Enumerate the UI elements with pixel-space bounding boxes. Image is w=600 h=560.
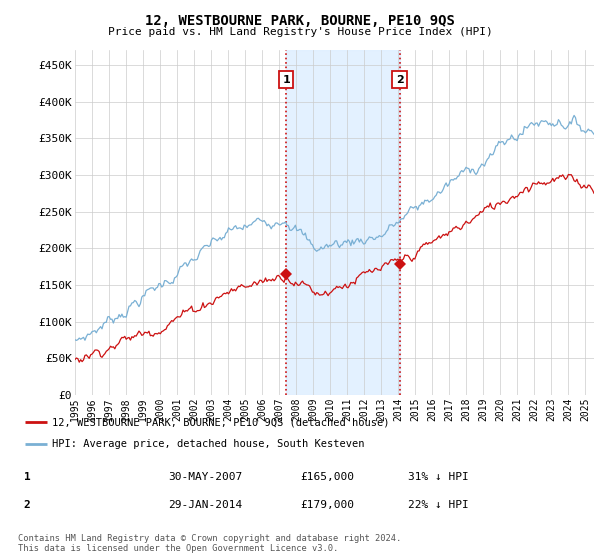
Text: 29-JAN-2014: 29-JAN-2014 [168,500,242,510]
Text: 31% ↓ HPI: 31% ↓ HPI [408,472,469,482]
Text: 30-MAY-2007: 30-MAY-2007 [168,472,242,482]
Text: Price paid vs. HM Land Registry's House Price Index (HPI): Price paid vs. HM Land Registry's House … [107,27,493,37]
Text: 22% ↓ HPI: 22% ↓ HPI [408,500,469,510]
Text: 12, WESTBOURNE PARK, BOURNE, PE10 9QS (detached house): 12, WESTBOURNE PARK, BOURNE, PE10 9QS (d… [52,417,389,427]
Text: Contains HM Land Registry data © Crown copyright and database right 2024.
This d: Contains HM Land Registry data © Crown c… [18,534,401,553]
Text: 1: 1 [23,472,31,482]
Text: £179,000: £179,000 [300,500,354,510]
Text: £165,000: £165,000 [300,472,354,482]
Text: 2: 2 [23,500,31,510]
Bar [286,50,400,395]
Text: 12, WESTBOURNE PARK, BOURNE, PE10 9QS: 12, WESTBOURNE PARK, BOURNE, PE10 9QS [145,14,455,28]
Text: 2: 2 [396,74,404,85]
Text: HPI: Average price, detached house, South Kesteven: HPI: Average price, detached house, Sout… [52,439,364,449]
Text: 1: 1 [282,74,290,85]
